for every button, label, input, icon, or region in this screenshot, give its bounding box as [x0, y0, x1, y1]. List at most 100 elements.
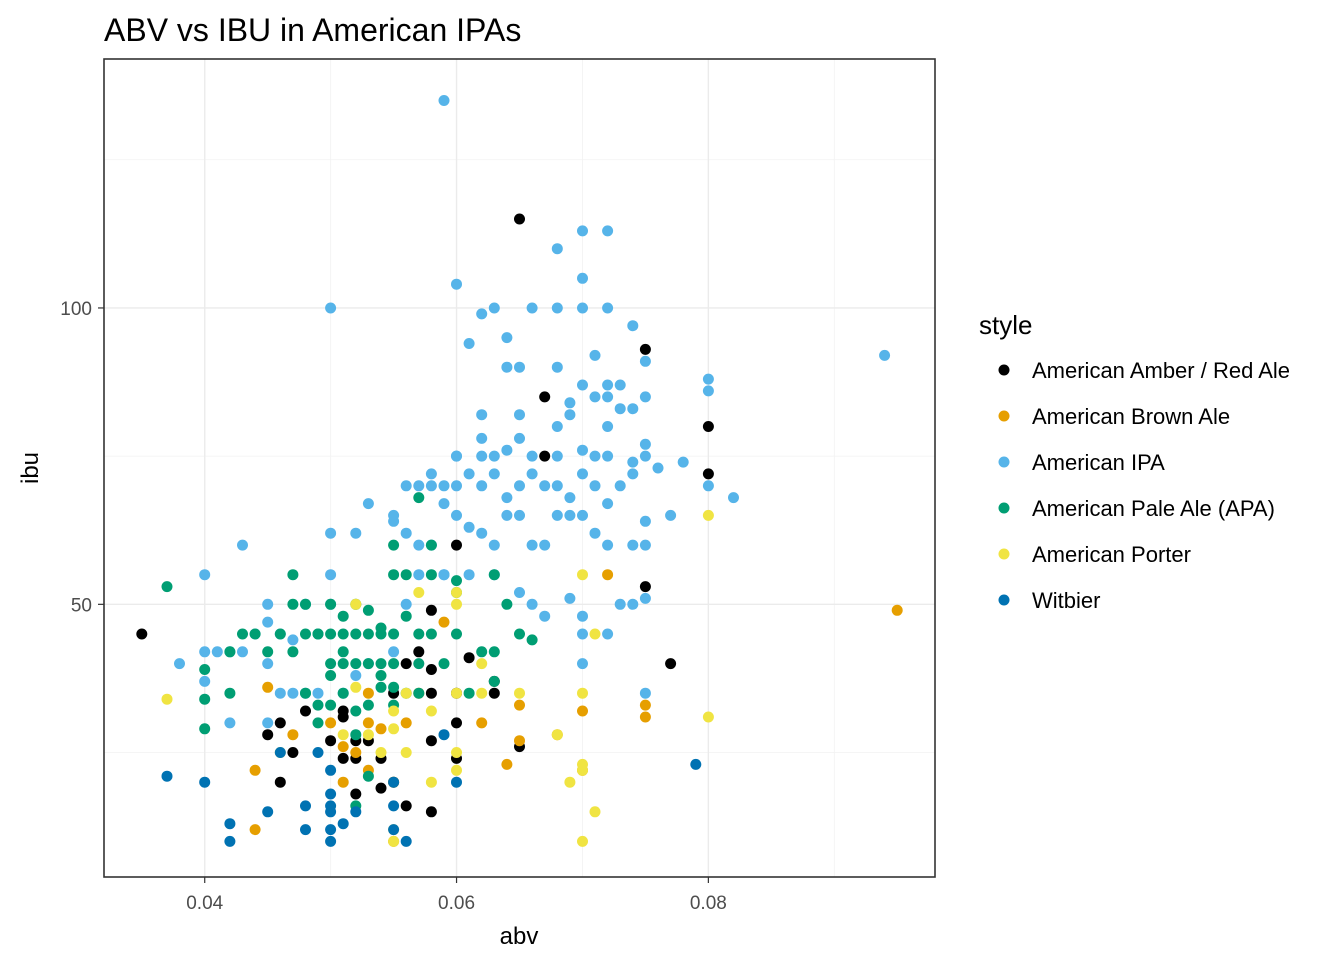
data-point	[388, 723, 400, 735]
data-point	[262, 646, 274, 658]
data-point	[451, 539, 462, 551]
data-point	[602, 379, 614, 391]
data-point	[425, 604, 437, 616]
legend-key	[998, 364, 1010, 376]
data-point	[224, 717, 236, 729]
data-point	[551, 480, 563, 492]
data-point	[589, 480, 601, 492]
data-point	[627, 468, 639, 480]
data-point	[388, 539, 400, 551]
legend-label: American IPA	[1032, 450, 1165, 475]
data-point	[375, 658, 387, 670]
data-point	[350, 788, 362, 800]
data-point	[274, 776, 286, 788]
data-point	[350, 747, 362, 758]
data-point	[300, 824, 311, 836]
plot-panel	[104, 59, 935, 877]
legend-key	[998, 410, 1010, 422]
data-point	[488, 675, 500, 687]
data-point	[274, 717, 286, 729]
data-point	[312, 687, 324, 699]
legend-label: Witbier	[1032, 588, 1100, 613]
data-point	[551, 509, 563, 521]
x-tick-label: 0.04	[186, 893, 223, 914]
data-point	[413, 628, 425, 640]
legend-label: American Porter	[1032, 542, 1191, 567]
series-4	[161, 509, 714, 847]
data-point	[161, 693, 173, 705]
data-point	[451, 480, 462, 492]
data-point	[438, 480, 450, 492]
legend-title: style	[979, 310, 1032, 340]
data-point	[287, 729, 299, 741]
data-point	[287, 569, 299, 581]
data-point	[627, 456, 639, 468]
legend-key	[998, 594, 1010, 606]
data-point	[413, 492, 425, 504]
data-point	[551, 729, 563, 741]
data-point	[639, 450, 651, 462]
data-point	[539, 450, 551, 462]
data-point	[639, 687, 651, 699]
data-point	[400, 687, 412, 699]
series-2	[174, 95, 891, 729]
data-point	[350, 658, 362, 670]
data-point	[501, 332, 513, 344]
data-point	[388, 681, 400, 693]
data-point	[287, 598, 299, 610]
data-point	[627, 539, 639, 551]
data-point	[451, 628, 462, 640]
data-point	[350, 705, 362, 717]
data-point	[702, 480, 714, 492]
data-point	[362, 717, 374, 729]
data-point	[476, 480, 488, 492]
data-point	[400, 598, 412, 610]
data-point	[425, 776, 437, 788]
data-point	[501, 361, 513, 373]
panel-border	[103, 58, 936, 878]
data-point	[551, 421, 563, 432]
data-point	[639, 699, 651, 711]
data-point	[237, 646, 248, 658]
data-point	[350, 628, 362, 640]
data-point	[627, 598, 639, 610]
data-point	[501, 444, 513, 456]
data-point	[639, 391, 651, 403]
data-point	[375, 723, 387, 735]
data-point	[463, 338, 475, 349]
data-point	[526, 539, 538, 551]
data-point	[388, 776, 400, 788]
data-point	[400, 800, 412, 812]
data-point	[337, 610, 349, 622]
legend-key	[998, 456, 1010, 468]
data-point	[199, 776, 211, 788]
data-point	[702, 509, 714, 521]
data-point	[602, 539, 614, 551]
data-point	[665, 658, 677, 670]
data-point	[337, 646, 349, 658]
data-point	[325, 699, 337, 711]
data-point	[476, 687, 488, 699]
legend-key	[998, 502, 1010, 514]
legend-label: American Pale Ale (APA)	[1032, 496, 1275, 521]
data-point	[514, 699, 525, 711]
data-point	[501, 758, 513, 770]
data-point	[614, 598, 626, 610]
data-point	[224, 646, 236, 658]
data-point	[463, 521, 475, 533]
data-point	[602, 391, 614, 403]
data-point	[262, 658, 274, 670]
data-point	[539, 391, 551, 403]
data-point	[514, 213, 525, 225]
data-point	[514, 509, 525, 521]
data-point	[362, 604, 374, 616]
legend-label: American Amber / Red Ale	[1032, 358, 1290, 383]
data-point	[300, 800, 311, 812]
data-point	[514, 687, 525, 699]
data-point	[476, 409, 488, 421]
data-point	[287, 634, 299, 646]
data-point	[438, 616, 450, 628]
data-point	[476, 527, 488, 539]
data-point	[501, 509, 513, 521]
data-point	[602, 225, 614, 237]
